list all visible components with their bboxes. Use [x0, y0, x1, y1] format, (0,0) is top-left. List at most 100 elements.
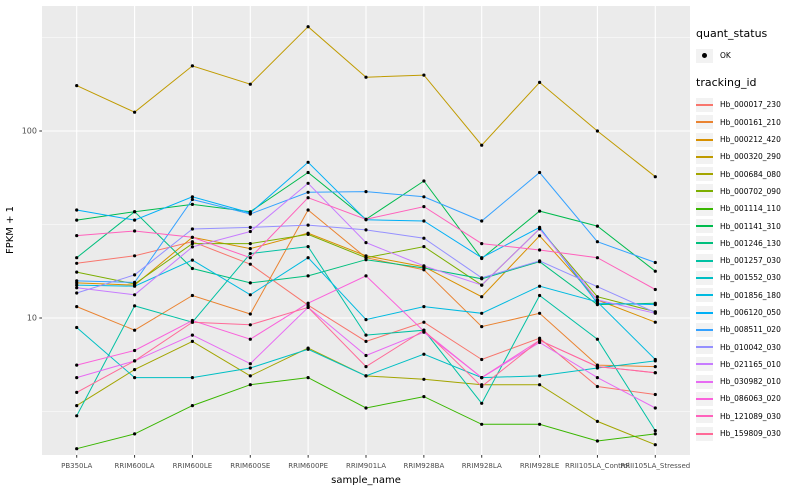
data-point	[480, 384, 484, 389]
data-point	[190, 195, 194, 199]
data-point	[306, 208, 310, 212]
data-point	[248, 212, 252, 216]
point-marker-icon	[702, 53, 707, 59]
legend-item-label: Hb_000702_090	[720, 186, 781, 196]
data-point	[306, 181, 310, 185]
data-point	[75, 414, 79, 418]
data-point	[190, 266, 194, 271]
legend-key-box	[696, 357, 713, 372]
data-point	[538, 227, 542, 231]
data-point	[248, 262, 252, 266]
data-point	[364, 353, 368, 358]
data-point	[133, 293, 137, 297]
data-point	[133, 280, 137, 284]
data-point	[190, 333, 194, 337]
data-point	[538, 338, 542, 342]
data-point	[595, 256, 600, 260]
data-point	[75, 234, 79, 238]
data-point	[364, 339, 368, 343]
data-point	[190, 339, 194, 343]
x-tick-label: RRIM928LA	[462, 462, 502, 470]
legend-key-box	[696, 391, 713, 406]
data-point	[248, 281, 252, 285]
legend-swatch-line	[696, 103, 713, 106]
data-point	[133, 284, 137, 288]
data-point	[75, 390, 79, 394]
data-point	[364, 365, 368, 369]
data-point	[306, 274, 310, 278]
data-point	[538, 422, 542, 426]
data-point	[190, 245, 194, 249]
legend-key-box	[696, 236, 713, 251]
data-point	[595, 298, 600, 302]
x-tick-label: PB350LA	[61, 462, 92, 470]
data-point	[595, 224, 600, 228]
legend-key-box	[696, 219, 713, 234]
data-point	[422, 328, 426, 332]
data-point	[653, 429, 657, 433]
data-point	[133, 304, 137, 308]
data-point	[364, 333, 368, 337]
data-point	[306, 347, 310, 351]
data-point	[248, 293, 252, 297]
data-point	[480, 325, 484, 329]
data-point	[364, 228, 368, 232]
legend-item-label: Hb_000684_080	[720, 169, 781, 179]
legend-item: Hb_001257_030	[696, 252, 798, 269]
legend-key-box	[696, 374, 713, 389]
data-point	[480, 311, 484, 315]
data-point	[480, 219, 484, 223]
data-point	[364, 75, 368, 79]
y-tick-label: 10	[27, 314, 37, 323]
data-point	[75, 286, 79, 290]
legend-key-box	[696, 167, 713, 182]
data-point	[248, 337, 252, 341]
data-point	[595, 295, 600, 299]
legend-swatch-line	[696, 242, 713, 245]
legend-item-label: Hb_001246_130	[720, 238, 781, 248]
data-point	[190, 376, 194, 380]
data-point	[364, 217, 368, 221]
legend-item-label: Hb_159809_030	[720, 429, 781, 439]
data-point	[480, 357, 484, 362]
data-point	[306, 25, 310, 29]
legend-title-tracking-id: tracking_id	[696, 76, 757, 90]
data-point	[75, 447, 79, 451]
data-point	[248, 256, 252, 260]
data-point	[422, 73, 426, 77]
x-tick-label: RRII105LA_Stressed	[620, 462, 690, 470]
legend-item: Hb_001114_110	[696, 200, 798, 217]
legend-item-label: Hb_001552_030	[720, 273, 781, 283]
data-point	[190, 293, 194, 298]
data-point	[595, 376, 600, 380]
data-point	[595, 240, 600, 244]
data-point	[133, 348, 137, 353]
legend-key-box	[696, 270, 713, 285]
legend-item-label: Hb_030982_010	[720, 377, 781, 387]
data-point	[480, 256, 484, 260]
legend-item: Hb_159809_030	[696, 425, 798, 442]
data-point	[75, 261, 79, 265]
data-point	[538, 248, 542, 252]
legend-swatch-line	[696, 397, 713, 400]
legend-swatch-line	[696, 415, 713, 418]
legend-item-label: Hb_008511_020	[720, 325, 781, 335]
data-point	[422, 377, 426, 381]
data-point	[595, 419, 600, 423]
legend-item-label: Hb_001856_180	[720, 290, 781, 300]
legend-swatch-line	[696, 155, 713, 158]
data-point	[422, 264, 426, 268]
legend-swatch-line	[696, 363, 713, 366]
legend-item: Hb_001552_030	[696, 269, 798, 286]
x-tick-label: RRIM600LE	[173, 462, 213, 470]
data-point	[306, 170, 310, 175]
data-point	[595, 301, 600, 305]
data-point	[75, 218, 79, 222]
data-point	[480, 401, 484, 405]
data-point	[595, 384, 600, 389]
data-point	[133, 432, 137, 436]
data-point	[248, 242, 252, 246]
data-point	[653, 303, 657, 307]
data-point	[364, 258, 368, 262]
data-point	[133, 359, 137, 363]
